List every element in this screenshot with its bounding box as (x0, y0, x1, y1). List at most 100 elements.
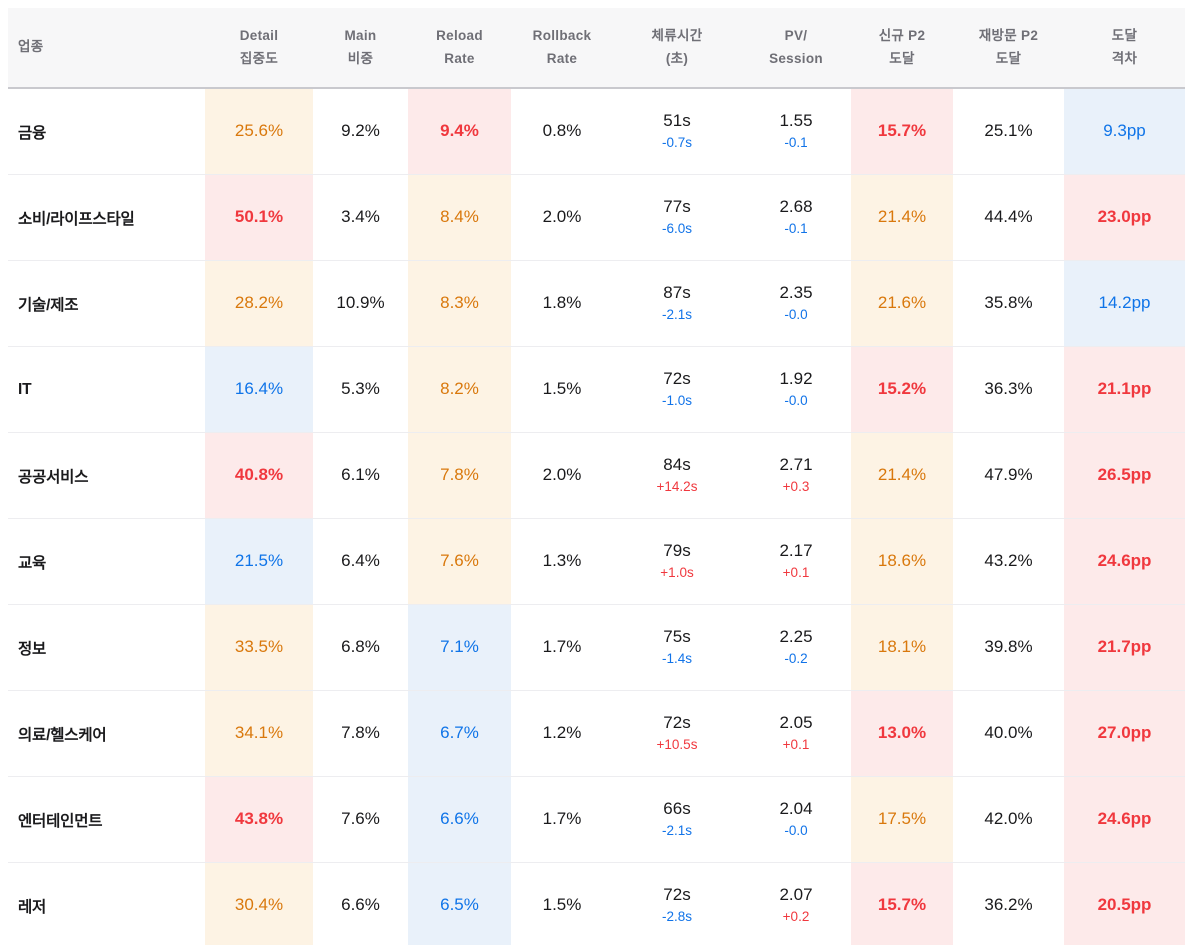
metric-value: 72s (663, 885, 691, 904)
industry-label: 엔터테인먼트 (8, 776, 205, 863)
metric-value: 21.7pp (1097, 637, 1152, 657)
cell-rollback-rate: 1.8% (511, 260, 613, 347)
cell-detail-focus: 25.6% (205, 88, 313, 175)
metric-delta: -0.0 (784, 307, 808, 323)
cell-dwell-time: 72s -2.8s (613, 862, 741, 945)
column-header-label: 업종 (18, 39, 44, 55)
cell-new-p2: 21.4% (851, 432, 953, 519)
metric-value: 84s (663, 455, 691, 474)
metric-value: 5.3% (341, 379, 380, 399)
cell-dwell-time: 75s -1.4s (613, 604, 741, 691)
industry-label: IT (8, 346, 205, 433)
metric-value: 77s (663, 197, 691, 216)
cell-new-p2: 15.7% (851, 862, 953, 945)
metric-value: 16.4% (234, 379, 284, 399)
metric-value: 2.04 (779, 799, 813, 818)
table-row: 교육 21.5% 6.4% 7.6% 1.3% 79s +1.0s 2.17 +0.1 18.6%… (8, 518, 1185, 605)
cell-main-share: 9.2% (313, 88, 408, 175)
column-header-reach-gap: 도달 격차 (1064, 8, 1185, 89)
metric-value: 50.1% (234, 207, 284, 227)
metric-delta: -0.0 (784, 823, 808, 839)
metric-value: 43.2% (984, 551, 1033, 571)
metric-value: 27.0pp (1097, 723, 1152, 743)
cell-dwell-time: 66s -2.1s (613, 776, 741, 863)
cell-detail-focus: 40.8% (205, 432, 313, 519)
metric-value: 15.2% (877, 379, 927, 399)
column-header-dwell-time: 체류시간 (초) (613, 8, 741, 89)
metric-value: 36.3% (984, 379, 1033, 399)
table-row: 금융 25.6% 9.2% 9.4% 0.8% 51s -0.7s 1.55 -0.1 15.7%… (8, 88, 1185, 175)
metric-delta: -0.7s (661, 135, 692, 151)
cell-new-p2: 13.0% (851, 690, 953, 777)
cell-pv-session: 2.07 +0.2 (741, 862, 851, 945)
column-header-reload-rate: Reload Rate (408, 8, 511, 89)
metric-value: 2.68 (779, 197, 813, 216)
industry-label: 교육 (8, 518, 205, 605)
metric-value: 6.7% (440, 723, 479, 743)
metric-value: 26.5pp (1097, 465, 1152, 485)
metric-value: 6.1% (341, 465, 380, 485)
metric-value: 47.9% (984, 465, 1033, 485)
column-header-label: (초) (665, 50, 689, 66)
metric-value: 21.6% (877, 293, 927, 313)
metric-value: 8.3% (440, 293, 479, 313)
cell-dwell-time: 51s -0.7s (613, 88, 741, 175)
cell-reload-rate: 6.6% (408, 776, 511, 863)
cell-main-share: 6.1% (313, 432, 408, 519)
table-row: 레저 30.4% 6.6% 6.5% 1.5% 72s -2.8s 2.07 +0.2 15.7%… (8, 862, 1185, 945)
metric-value: 10.9% (336, 293, 385, 313)
metric-value: 24.6pp (1097, 809, 1152, 829)
metric-value: 2.17 (779, 541, 813, 560)
column-header-label: 집중도 (239, 50, 279, 66)
table-header: 업종 Detail 집중도 Main 비중 Reload Rate Rollback Rate 체… (8, 8, 1185, 89)
metric-value: 8.2% (440, 379, 479, 399)
cell-pv-session: 2.05 +0.1 (741, 690, 851, 777)
cell-reach-gap: 27.0pp (1064, 690, 1185, 777)
metric-value: 9.2% (341, 121, 380, 141)
metric-value: 21.1pp (1097, 379, 1152, 399)
metric-delta: +0.3 (782, 479, 810, 495)
metric-value: 28.2% (234, 293, 284, 313)
cell-reload-rate: 6.5% (408, 862, 511, 945)
cell-dwell-time: 79s +1.0s (613, 518, 741, 605)
metric-value: 40.8% (234, 465, 284, 485)
cell-pv-session: 2.25 -0.2 (741, 604, 851, 691)
column-header-detail-focus: Detail 집중도 (205, 8, 313, 89)
cell-rollback-rate: 2.0% (511, 174, 613, 261)
column-header-label: 체류시간 (651, 28, 703, 44)
metric-delta: -2.1s (661, 823, 692, 839)
metric-value: 2.0% (542, 465, 582, 485)
metric-value: 1.55 (779, 111, 813, 130)
metric-value: 21.4% (877, 207, 927, 227)
metric-value: 1.5% (542, 895, 582, 915)
cell-detail-focus: 50.1% (205, 174, 313, 261)
cell-main-share: 6.8% (313, 604, 408, 691)
metric-value: 1.7% (542, 637, 582, 657)
column-header-label: 도달 (1111, 28, 1138, 44)
header-row: 업종 Detail 집중도 Main 비중 Reload Rate Rollback Rate 체… (8, 8, 1185, 89)
cell-return-p2: 40.0% (953, 690, 1064, 777)
cell-new-p2: 18.6% (851, 518, 953, 605)
metric-value: 7.8% (440, 465, 479, 485)
industry-label: 의료/헬스케어 (8, 690, 205, 777)
column-header-rollback-rate: Rollback Rate (511, 8, 613, 89)
table-row: 소비/라이프스타일 50.1% 3.4% 8.4% 2.0% 77s -6.0s 2.68 -0… (8, 174, 1185, 261)
metric-value: 1.8% (542, 293, 582, 313)
metric-value: 6.5% (440, 895, 479, 915)
cell-main-share: 3.4% (313, 174, 408, 261)
cell-rollback-rate: 1.5% (511, 346, 613, 433)
metric-value: 1.7% (542, 809, 582, 829)
cell-reload-rate: 7.6% (408, 518, 511, 605)
industry-label: 소비/라이프스타일 (8, 174, 205, 261)
metric-value: 2.05 (779, 713, 813, 732)
metric-delta: +0.1 (782, 565, 810, 581)
metric-value: 24.6pp (1097, 551, 1152, 571)
table-row: 기술/제조 28.2% 10.9% 8.3% 1.8% 87s -2.1s 2.35 -0.0 2… (8, 260, 1185, 347)
cell-reach-gap: 23.0pp (1064, 174, 1185, 261)
metric-delta: -1.0s (661, 393, 692, 409)
metric-value: 6.6% (341, 895, 380, 915)
metric-delta: +14.2s (656, 479, 698, 495)
metric-value: 21.5% (234, 551, 284, 571)
cell-pv-session: 2.68 -0.1 (741, 174, 851, 261)
table-row: 공공서비스 40.8% 6.1% 7.8% 2.0% 84s +14.2s 2.71 +0.3 2… (8, 432, 1185, 519)
